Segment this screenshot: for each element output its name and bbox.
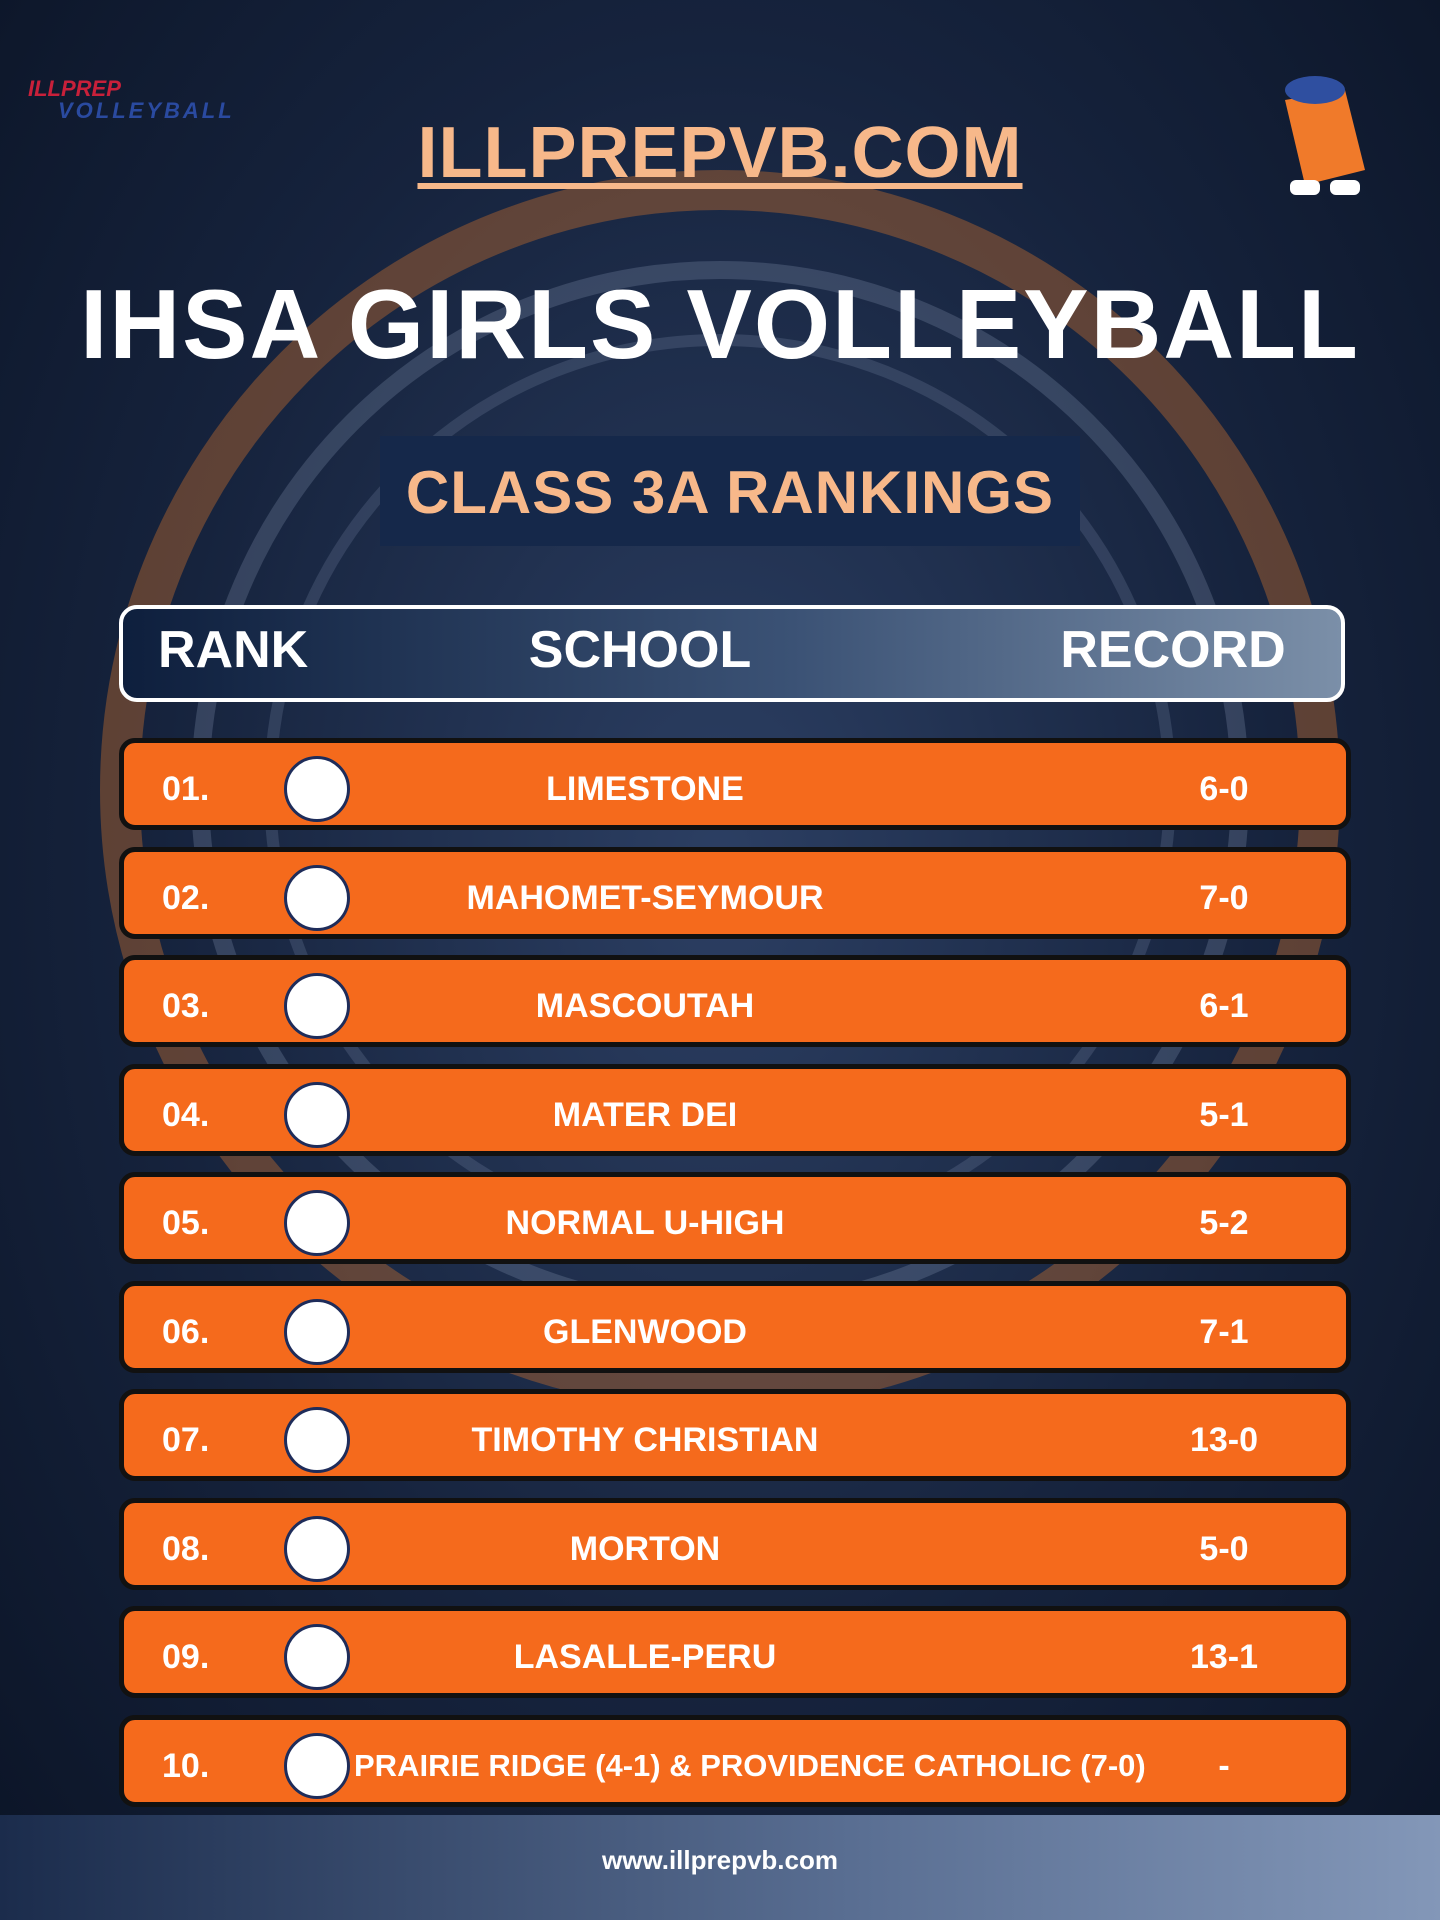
school-logo [284, 1407, 350, 1473]
rank: 09. [162, 1638, 210, 1676]
record: 7-0 [1199, 878, 1249, 917]
record: 7-1 [1199, 1312, 1249, 1351]
rank: 05. [162, 1204, 210, 1242]
school-logo [284, 1298, 350, 1365]
school: MATER DEI [552, 1095, 738, 1134]
school-logo [284, 1190, 350, 1256]
logo-text: ILLPREP [28, 76, 121, 101]
title: IHSA GIRLS VOLLEYBALL [80, 269, 1360, 379]
school: MORTON [569, 1529, 721, 1568]
table-header [119, 605, 1345, 702]
column-header: RECORD [1060, 621, 1286, 679]
subtitle-box [380, 436, 1080, 546]
rank: 07. [162, 1421, 210, 1459]
ranking-row: 05. NORMAL U-HIGH 5-2 [119, 1172, 1351, 1264]
ranking-row: 06. GLENWOOD 7-1 [119, 1280, 1351, 1373]
ranking-row: 09. LASALLE-PERU 13-1 [119, 1606, 1351, 1698]
school-logo [284, 756, 350, 822]
footer-url[interactable]: www.illprepvb.com [602, 1845, 838, 1875]
rank: 02. [162, 878, 210, 917]
record: 6-0 [1199, 770, 1249, 808]
school: GLENWOOD [543, 1312, 747, 1351]
school: LASALLE-PERU [513, 1638, 777, 1676]
rank: 08. [162, 1529, 210, 1568]
school: TIMOTHY CHRISTIAN [471, 1421, 819, 1459]
record: 5-1 [1199, 1095, 1249, 1134]
brand-logo: ILLPREP VOLLEYBALL [28, 78, 235, 122]
record: - [1218, 1746, 1230, 1785]
footer-bar [0, 1815, 1440, 1920]
subtitle: CLASS 3A RANKINGS [405, 459, 1055, 526]
school-logo [284, 1081, 350, 1148]
rank: 06. [162, 1312, 210, 1351]
rank: 03. [162, 987, 210, 1025]
school: MASCOUTAH [535, 987, 755, 1025]
school-logo [284, 1732, 350, 1799]
ranking-row: 04. MATER DEI 5-1 [119, 1063, 1351, 1156]
rank: 01. [162, 770, 210, 808]
record: 5-0 [1199, 1529, 1249, 1568]
column-header: RANK [158, 621, 309, 679]
school-logo [284, 1515, 350, 1582]
record: 13-1 [1189, 1638, 1259, 1676]
ranking-row: 02. MAHOMET-SEYMOUR 7-0 [119, 846, 1351, 939]
school: MAHOMET-SEYMOUR [466, 878, 824, 917]
school: PRAIRIE RIDGE (4-1) & PROVIDENCE CATHOLI… [354, 1747, 1146, 1783]
school: LIMESTONE [546, 770, 744, 808]
ranking-row: 08. MORTON 5-0 [119, 1497, 1351, 1590]
school-logo [284, 973, 350, 1039]
rank: 04. [162, 1095, 210, 1134]
mascot [1285, 76, 1365, 195]
school-logo [284, 864, 350, 931]
school: NORMAL U-HIGH [505, 1204, 785, 1242]
ranking-row: 10. PRAIRIE RIDGE (4-1) & PROVIDENCE CATH… [119, 1714, 1351, 1807]
ranking-row: 07. TIMOTHY CHRISTIAN 13-0 [119, 1389, 1351, 1481]
ranking-row: 03. MASCOUTAH 6-1 [119, 955, 1351, 1047]
ranking-row: 01. LIMESTONE 6-0 [119, 738, 1351, 830]
record: 5-2 [1199, 1204, 1249, 1242]
site-name[interactable]: ILLPREPVB.COM [417, 113, 1023, 193]
record: 13-0 [1189, 1421, 1259, 1459]
column-header: SCHOOL [528, 621, 752, 679]
school-logo [284, 1624, 350, 1690]
record: 6-1 [1199, 987, 1249, 1025]
logo-text: VOLLEYBALL [58, 98, 235, 123]
rank: 10. [162, 1746, 210, 1785]
